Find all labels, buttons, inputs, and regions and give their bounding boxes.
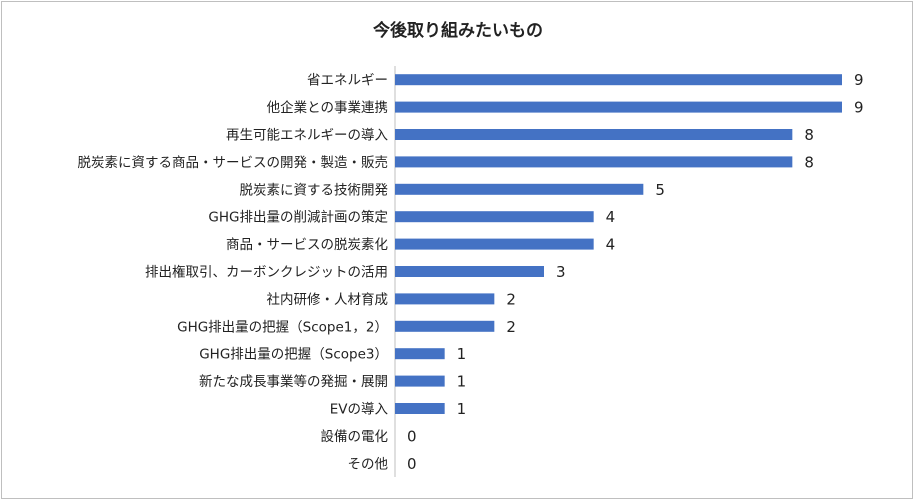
data-label: 4 [606,236,616,254]
category-label: 省エネルギー [307,73,388,89]
bar [395,211,594,223]
bar [395,293,495,305]
category-label: 他企業との事業連携 [267,99,388,116]
data-label: 8 [804,126,814,144]
bar [395,320,495,332]
bar [395,238,594,250]
category-label: GHG排出量の削減計画の策定 [208,209,388,226]
category-label: EVの導入 [330,402,389,418]
category-label: 脱炭素に資する技術開発 [240,182,389,198]
data-label: 9 [854,71,864,89]
bar [395,266,544,277]
bar [395,183,644,195]
data-label: 2 [506,290,516,308]
bar [395,375,445,387]
data-label: 1 [457,400,467,418]
data-label: 1 [457,373,467,391]
category-label: 社内研修・人材育成 [267,292,389,308]
bar [395,348,445,360]
data-label: 0 [407,427,417,445]
category-label: 商品・サービスの脱炭素化 [226,237,388,253]
category-label: その他 [348,456,389,472]
data-label: 1 [457,345,467,363]
data-label: 2 [506,318,516,336]
bar [395,74,842,86]
category-label: 設備の電化 [321,429,389,445]
category-label: 再生可能エネルギーの導入 [226,128,388,144]
category-label: GHG排出量の把握（Scope3） [199,347,388,363]
bar [395,403,445,414]
bar [395,101,842,113]
category-label: GHG排出量の把握（Scope1，2） [177,319,388,335]
category-label: 新たな成長事業等の発掘・展開 [199,373,388,390]
category-label: 脱炭素に資する商品・サービスの開発・製造・販売 [78,155,389,171]
bar [395,129,793,140]
data-label: 4 [606,208,616,226]
data-label: 3 [556,263,566,281]
category-label: 排出権取引、カーボンクレジットの活用 [145,264,388,281]
data-label: 8 [804,153,814,171]
data-label: 0 [407,455,417,473]
chart-title: 今後取り組みたいもの [373,21,543,41]
bar [395,156,793,168]
data-label: 5 [655,181,665,199]
data-label: 9 [854,99,864,117]
